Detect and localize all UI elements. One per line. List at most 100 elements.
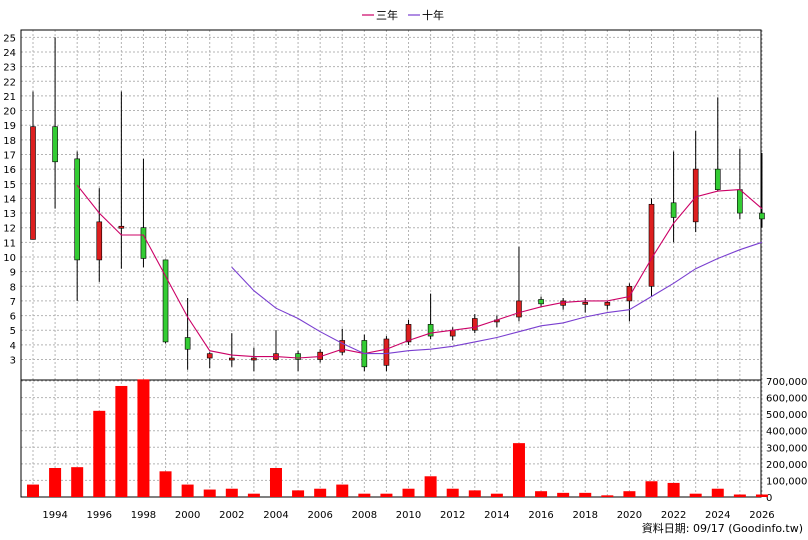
volume-bar: [623, 491, 636, 497]
candle-body: [118, 225, 125, 229]
price-tick-label: 25: [3, 33, 16, 44]
volume-bar: [601, 495, 614, 497]
price-tick-label: 17: [3, 150, 16, 161]
volume-bar: [71, 467, 84, 497]
candle-body: [96, 221, 103, 261]
volume-bar: [755, 494, 768, 497]
year-tick-label: 2010: [396, 510, 421, 521]
volume-bar: [292, 490, 305, 497]
candle-body: [516, 300, 522, 318]
volume-bar: [446, 488, 459, 497]
candle-body: [74, 158, 80, 261]
year-tick-label: 1996: [87, 510, 112, 521]
volume-bar: [579, 492, 592, 497]
year-tick-label: 2026: [749, 510, 774, 521]
volume-bar: [424, 476, 437, 497]
year-tick-label: 2012: [440, 510, 465, 521]
candle-body: [737, 189, 743, 214]
volume-bar: [557, 492, 570, 497]
price-tick-label: 12: [3, 224, 16, 235]
volume-tick-label: 400,000: [766, 427, 807, 438]
candle-body: [162, 259, 169, 343]
year-tick-label: 2018: [573, 510, 598, 521]
year-tick-label: 2008: [352, 510, 377, 521]
candle-body: [295, 353, 301, 360]
price-tick-label: 23: [3, 63, 16, 74]
year-tick-label: 2004: [263, 510, 288, 521]
volume-bar: [380, 493, 393, 497]
volume-tick-label: 100,000: [766, 476, 807, 487]
year-tick-label: 1994: [42, 510, 67, 521]
candle-body: [714, 168, 721, 190]
year-tick-label: 2000: [175, 510, 200, 521]
year-tick-label: 2016: [528, 510, 553, 521]
candle-body: [229, 357, 235, 361]
price-tick-label: 9: [10, 268, 16, 279]
price-tick-label: 19: [3, 121, 16, 132]
candle-body: [184, 337, 191, 350]
year-tick-label: 2002: [219, 510, 244, 521]
volume-bar: [667, 482, 680, 497]
candle-body: [140, 227, 147, 259]
moving-average-lines: [76, 184, 763, 359]
price-tick-label: 16: [3, 165, 16, 176]
volume-bar: [689, 493, 702, 497]
volume-bar: [203, 489, 216, 497]
price-tick-label: 22: [3, 77, 16, 88]
year-axis: 1994 1996 1998 2000 2002 2004 2006 2008 2010 2012…: [42, 510, 774, 521]
year-tick-label: 2024: [705, 510, 730, 521]
volume-bar: [336, 484, 349, 497]
candle-body: [648, 203, 655, 287]
candle-body: [52, 126, 58, 163]
volume-bar: [247, 493, 260, 497]
volume-bar: [645, 481, 658, 497]
volume-tick-label: 0: [766, 493, 772, 504]
candle-body: [538, 299, 544, 305]
candle-body: [30, 126, 36, 240]
year-tick-label: 2020: [617, 510, 642, 521]
volume-bar: [27, 484, 39, 497]
candle-body: [670, 202, 677, 218]
chart-legend: 三年 十年: [362, 8, 444, 22]
candle-body: [626, 285, 633, 302]
volume-bar: [468, 490, 481, 497]
volume-bar: [225, 488, 238, 497]
price-tick-label: 11: [3, 238, 16, 249]
price-tick-label: 18: [3, 136, 16, 147]
volume-bar: [711, 488, 724, 497]
volume-tick-label: 600,000: [766, 394, 807, 405]
price-tick-label: 7: [10, 297, 16, 308]
price-tick-label: 4: [10, 341, 16, 352]
candlesticks: [30, 37, 765, 372]
volume-bar: [512, 443, 525, 497]
volume-bar: [733, 494, 746, 497]
ma3-legend-label: 三年: [376, 8, 398, 22]
candle-body: [471, 318, 478, 331]
price-tick-label: 6: [10, 312, 16, 323]
price-tick-label: 14: [3, 194, 16, 205]
volume-bar: [137, 379, 150, 497]
volume-bar: [159, 471, 172, 497]
price-tick-label: 20: [3, 107, 16, 118]
volume-tick-label: 300,000: [766, 443, 807, 454]
price-tick-label: 5: [10, 326, 16, 337]
candle-body: [405, 324, 412, 343]
candle-body: [604, 302, 611, 306]
candle-body: [692, 168, 699, 223]
price-axis: 3 4 5 6 7 8 9 10 11 12 13 14 15 16 17 18 19 20 21 22 23 24 25: [3, 33, 16, 366]
candle-body: [383, 338, 390, 366]
year-tick-label: 1998: [131, 510, 156, 521]
price-tick-label: 13: [3, 209, 16, 220]
candle-body: [582, 302, 589, 305]
volume-bar: [358, 493, 371, 497]
volume-bar: [402, 488, 415, 497]
candle-body: [427, 324, 434, 337]
price-tick-label: 8: [10, 282, 16, 293]
volume-bars: [27, 379, 768, 497]
volume-bar: [115, 385, 128, 497]
price-tick-label: 21: [3, 92, 16, 103]
price-tick-label: 24: [3, 48, 16, 59]
volume-bar: [49, 468, 62, 497]
volume-bar: [314, 488, 327, 497]
source-footer: 資料日期: 09/17 (Goodinfo.tw): [642, 521, 803, 535]
